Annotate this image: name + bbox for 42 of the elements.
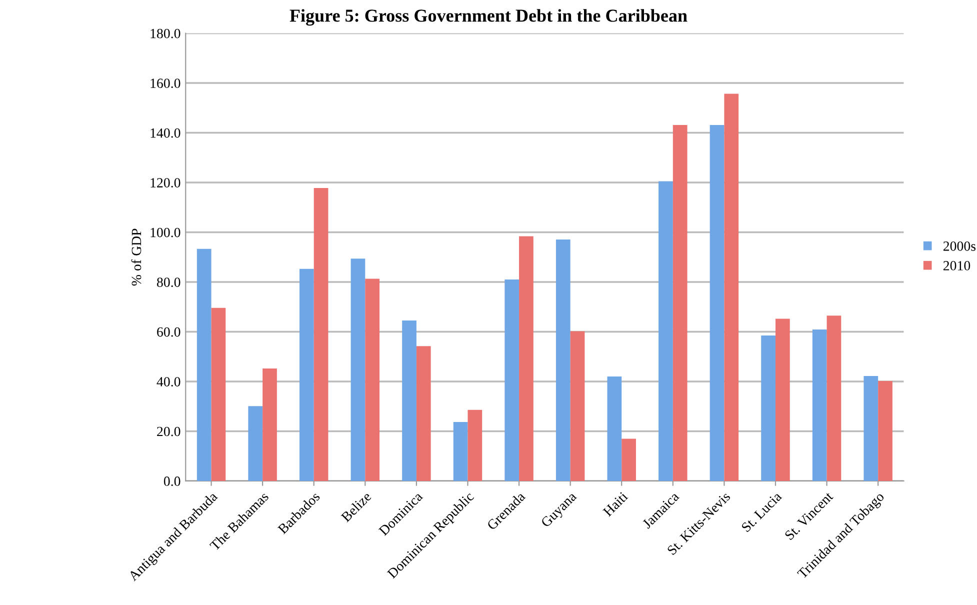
bar xyxy=(658,181,673,481)
bar xyxy=(826,316,842,481)
y-tick-label: 40.0 xyxy=(156,377,180,386)
y-axis-title: % of GDP xyxy=(131,228,142,286)
bar xyxy=(570,331,585,481)
bar xyxy=(453,422,468,481)
bar xyxy=(724,94,739,481)
bar xyxy=(196,248,212,481)
bar xyxy=(300,268,314,481)
bar xyxy=(416,346,431,481)
bar xyxy=(864,376,878,481)
bar xyxy=(607,376,622,481)
bar xyxy=(672,125,688,481)
y-tick-label: 60.0 xyxy=(157,327,180,337)
bar xyxy=(761,335,776,481)
y-tick-label: 100.0 xyxy=(150,228,180,238)
legend-label: 2010 xyxy=(943,261,970,270)
bar xyxy=(365,278,380,481)
bar xyxy=(519,236,534,481)
legend-label: 2000s xyxy=(943,241,976,251)
bar xyxy=(878,380,892,481)
bar xyxy=(622,438,636,481)
chart-title: Figure 5: Gross Government Debt in the Caribbean xyxy=(290,9,688,26)
y-tick-label: 0.0 xyxy=(164,476,180,486)
bar xyxy=(775,318,790,481)
bar xyxy=(468,410,482,481)
bar xyxy=(248,406,263,481)
bar xyxy=(402,320,416,481)
bar xyxy=(504,280,520,481)
bar xyxy=(262,368,277,481)
y-tick-label: 120.0 xyxy=(150,178,180,188)
y-tick-label: 160.0 xyxy=(150,78,180,88)
bar xyxy=(812,330,827,481)
bar xyxy=(314,188,328,481)
y-tick-label: 80.0 xyxy=(156,278,180,288)
y-tick-label: 180.0 xyxy=(150,28,180,38)
y-tick-label: 20.0 xyxy=(157,426,180,436)
y-tick-label: 140.0 xyxy=(150,128,180,138)
bar xyxy=(350,258,366,481)
bar xyxy=(710,125,724,481)
bar xyxy=(211,308,226,481)
bar xyxy=(556,239,570,481)
